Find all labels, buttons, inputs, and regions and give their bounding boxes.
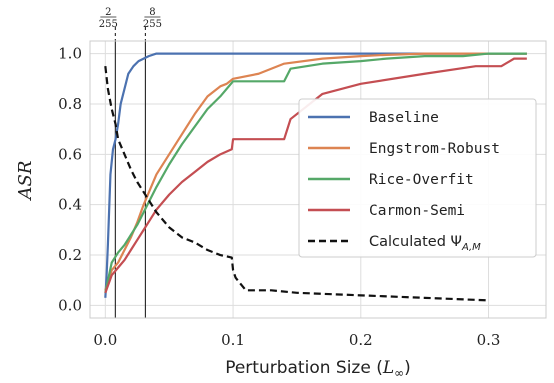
x-tick-label: 0.1 [221, 331, 245, 349]
y-tick-label: 0.2 [58, 246, 82, 264]
series-line-rice-overfit [104, 52, 527, 294]
legend-label: Rice-Overfit [369, 172, 474, 188]
vline-label-numerator: 8 [149, 7, 155, 18]
vline-label-denominator: 255 [99, 19, 118, 30]
y-tick-label: 0.6 [58, 145, 82, 163]
legend-label: Baseline [369, 110, 439, 126]
series-line-carmon-semi [104, 57, 527, 294]
x-tick-label: 0.3 [477, 331, 501, 349]
y-tick-label: 0.8 [58, 95, 82, 113]
series-line-baseline [104, 52, 527, 298]
x-axis-label: Perturbation Size (L∞) [225, 358, 411, 380]
y-tick-label: 0.4 [58, 196, 82, 214]
legend-label: Carmon-Semi [369, 203, 465, 219]
legend-box [298, 98, 537, 258]
vline-label-numerator: 2 [105, 7, 111, 18]
y-tick-label: 0.0 [58, 296, 82, 314]
series-lines [104, 52, 527, 302]
x-tick-label: 0.2 [349, 331, 373, 349]
series-line-engstrom-robust [104, 52, 527, 291]
vline-label-denominator: 255 [143, 19, 162, 30]
legend: Baseline Engstrom-Robust Rice-Overfit Carmo… [298, 98, 537, 258]
y-tick-labels: 0.0 0.2 0.4 0.6 0.8 1.0 [58, 45, 82, 315]
y-tick-label: 1.0 [58, 45, 82, 63]
legend-label: Engstrom-Robust [369, 141, 500, 157]
y-axis-label: ASR [15, 161, 36, 202]
x-tick-labels: 0.0 0.1 0.2 0.3 [93, 331, 500, 349]
x-tick-label: 0.0 [93, 331, 117, 349]
series-line-calculated [104, 66, 489, 302]
plot-frame [89, 40, 547, 319]
legend-label: Calculated ΨA,M [369, 234, 481, 253]
